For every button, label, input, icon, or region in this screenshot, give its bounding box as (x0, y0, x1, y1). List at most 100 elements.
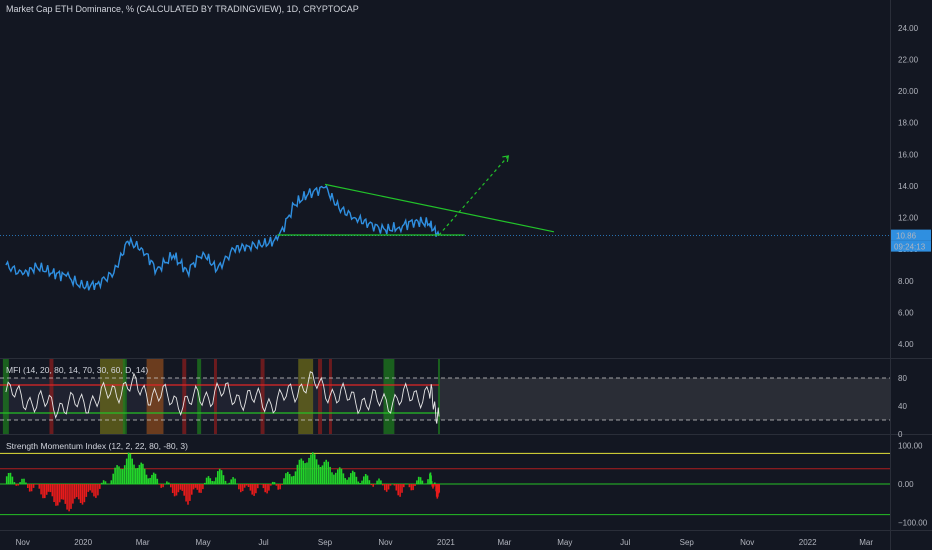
smi-bar (298, 459, 301, 484)
smi-bar (104, 481, 107, 484)
smi-bar (166, 481, 168, 484)
smi-bar (273, 482, 276, 484)
smi-bar (419, 477, 422, 484)
smi-bar (434, 482, 436, 484)
smi-bar (421, 480, 424, 484)
smi-bar (175, 484, 178, 496)
smi-bar (333, 474, 335, 484)
smi-bar (234, 478, 236, 484)
smi-bar (430, 475, 432, 484)
mfi-signal-zone (214, 359, 217, 434)
chart-title: Market Cap ETH Dominance, % (CALCULATED … (6, 4, 359, 14)
smi-bar (245, 484, 248, 486)
smi-bar (40, 484, 42, 495)
smi-bar (211, 481, 213, 484)
smi-bar (187, 484, 189, 505)
smi-bar (136, 468, 139, 484)
smi-bar (81, 484, 84, 505)
smi-bar (156, 478, 159, 484)
smi-bar (368, 480, 371, 484)
time-tick-label: 2021 (437, 538, 455, 547)
time-tick-label: Sep (680, 538, 695, 547)
time-tick-label: Mar (859, 538, 873, 547)
smi-bar (154, 473, 157, 484)
smi-bar (122, 469, 124, 484)
smi-bar (372, 484, 374, 487)
smi-bar (327, 461, 329, 484)
price-tick-label: 20.00 (898, 87, 919, 96)
smi-bar (224, 480, 227, 484)
smi-bar (296, 464, 299, 484)
smi-bar (264, 484, 266, 493)
price-tick-label: 12.00 (898, 214, 919, 223)
smi-bar (135, 468, 137, 484)
smi-bar (114, 467, 116, 484)
smi-bar (13, 482, 16, 484)
smi-bar (395, 484, 398, 491)
smi-bar (438, 484, 440, 493)
smi-bar (133, 464, 135, 484)
smi-bar (131, 458, 133, 484)
smi-bar (290, 476, 293, 484)
smi-bar (391, 483, 394, 484)
time-tick-label: Jul (620, 538, 630, 547)
smi-bar (185, 484, 187, 502)
smi-bar (232, 477, 234, 484)
smi-bar (382, 484, 384, 486)
smi-bar (162, 484, 164, 488)
smi-bar (288, 474, 291, 484)
smi-bar (275, 484, 278, 486)
smi-bar (414, 484, 416, 486)
smi-bar (366, 475, 369, 484)
smi-bar (25, 482, 27, 484)
smi-bar (404, 483, 407, 484)
mfi-future-band (438, 378, 890, 420)
smi-bar (75, 484, 78, 498)
smi-bar (116, 465, 118, 484)
smi-bar (143, 468, 146, 484)
mfi-title[interactable]: MFI (14, 20, 80, 14, 70, 30, 60, D, 14) (6, 365, 149, 375)
smi-bar (337, 469, 339, 484)
smi-bar (350, 473, 352, 484)
price-tick-label: 18.00 (898, 119, 919, 128)
smi-bar (32, 484, 35, 488)
smi-bar (266, 484, 268, 494)
smi-bar (17, 484, 19, 486)
smi-bar (64, 484, 67, 504)
smi-bar (60, 484, 63, 500)
smi-bar (378, 478, 380, 484)
smi-bar (179, 484, 182, 490)
smi-bar (5, 476, 8, 484)
smi-bar (348, 477, 350, 484)
smi-bar (100, 482, 103, 484)
smi-bar (53, 484, 55, 502)
smi-bar (138, 464, 141, 484)
smi-bar (205, 477, 208, 484)
smi-bar (370, 484, 373, 486)
smi-title[interactable]: Strength Momentum Index (12, 2, 22, 80, … (6, 441, 188, 451)
smi-bar (401, 484, 403, 493)
smi-bar (91, 484, 93, 493)
smi-bar (149, 477, 151, 484)
smi-bar (19, 482, 21, 484)
smi-bar (49, 484, 52, 493)
smi-bar (238, 484, 240, 490)
smi-bar (380, 480, 382, 484)
smi-bar (42, 484, 44, 499)
smi-bar (38, 484, 41, 489)
smi-bar (230, 479, 232, 484)
smi-bar (312, 452, 314, 484)
smi-bar (55, 484, 57, 506)
smi-bar (170, 484, 172, 488)
smi-bar (359, 483, 361, 484)
mfi-signal-zone (318, 359, 323, 434)
smi-bar (344, 478, 346, 484)
price-tick-label: 16.00 (898, 150, 919, 159)
time-tick-label: Nov (740, 538, 754, 547)
smi-bar (120, 468, 122, 484)
smi-bar (79, 484, 82, 503)
time-tick-label: May (196, 538, 211, 547)
smi-bar (45, 484, 48, 495)
smi-bar (152, 472, 155, 484)
